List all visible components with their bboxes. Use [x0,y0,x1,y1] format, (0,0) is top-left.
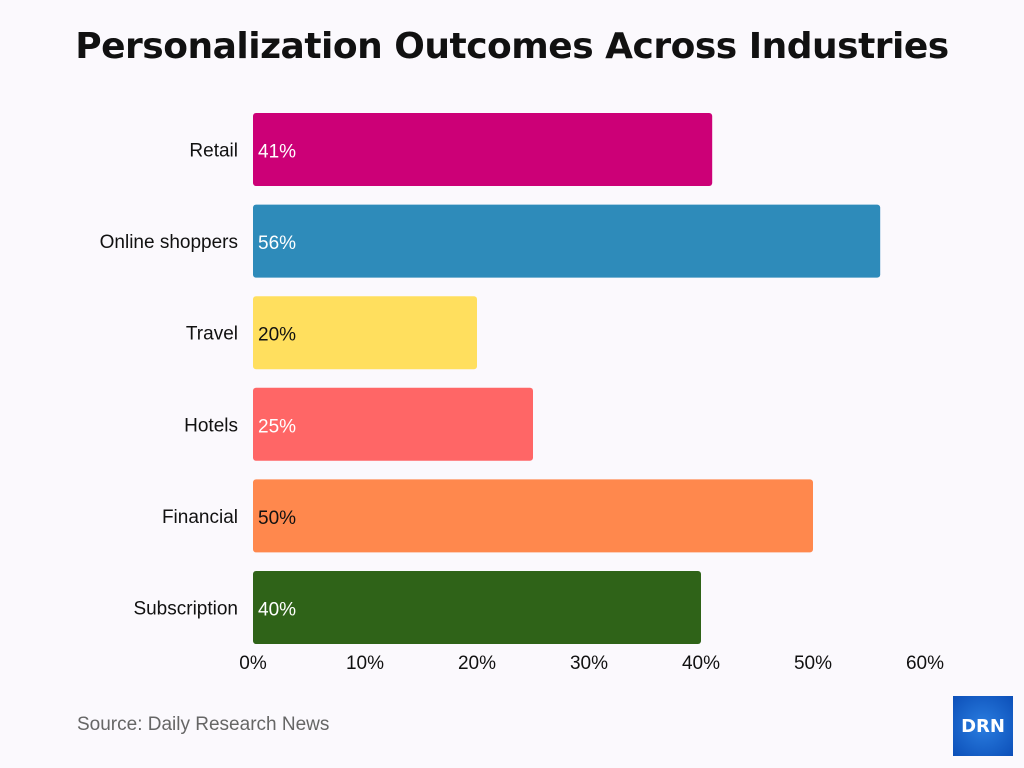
category-label: Retail [189,141,238,162]
chart-title: Personalization Outcomes Across Industri… [75,26,949,67]
x-tick-label: 60% [906,653,944,674]
drn-logo: DRN [953,696,1013,756]
data-label: 40% [258,600,296,621]
data-label: 20% [258,325,296,346]
data-label: 25% [258,416,296,437]
bar-online-shoppers [253,204,881,278]
x-tick-label: 40% [682,653,720,674]
category-label: Online shoppers [100,232,238,253]
data-label: 50% [258,508,296,529]
bar-financial [253,479,813,553]
x-tick-label: 0% [239,653,267,674]
category-label: Subscription [133,599,238,620]
category-label: Financial [162,507,238,528]
data-label: 41% [258,142,296,163]
category-label: Travel [186,324,238,345]
bar-travel [253,296,477,370]
source-note: Source: Daily Research News [77,714,330,735]
bar-retail [253,113,713,186]
x-tick-label: 10% [346,653,384,674]
bar-hotels [253,387,533,461]
x-tick-label: 30% [570,653,608,674]
category-label: Hotels [184,415,238,436]
bar-subscription [253,571,701,644]
data-label: 56% [258,233,296,254]
logo-text: DRN [961,715,1005,737]
x-tick-label: 50% [794,653,832,674]
x-tick-label: 20% [458,653,496,674]
